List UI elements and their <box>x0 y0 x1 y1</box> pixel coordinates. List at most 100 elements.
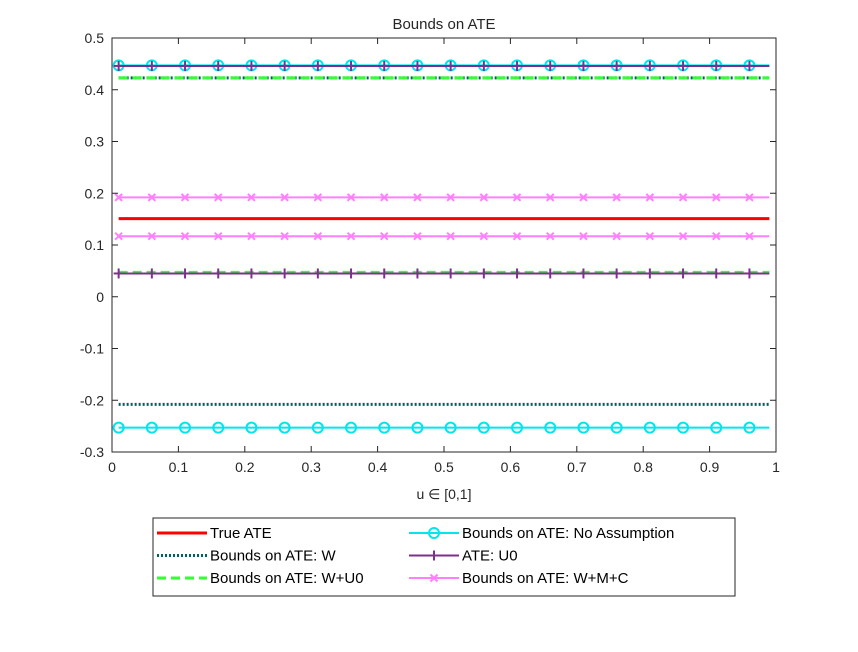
x-tick-label-5: 0.4 <box>368 459 388 475</box>
y-tick-label-8: 0.4 <box>85 82 105 98</box>
series-6-line-1-marker-10 <box>413 231 422 241</box>
series-6-line-1-marker-14-b <box>546 231 555 241</box>
series-6-line-1-marker-5 <box>247 231 256 241</box>
series-6-line-2-marker-3-b <box>180 193 190 202</box>
y-tick-label-1: -0.3 <box>80 444 104 460</box>
series-4-line-1-marker-6 <box>278 421 291 434</box>
series-5-line-2-marker-19 <box>711 60 722 71</box>
y-tick-label-3: -0.1 <box>80 341 104 357</box>
series-4-line-1-marker-4 <box>212 421 225 434</box>
series-6-line-1-marker-14 <box>546 231 555 241</box>
series-6-line-1-marker-12-b <box>479 231 489 241</box>
series-6-line-1-marker-15 <box>579 231 588 241</box>
series-6-line-1-marker-13-b <box>512 231 522 241</box>
legend-item-6: Bounds on ATE: W+M+C <box>409 570 629 587</box>
series-5 <box>113 60 770 279</box>
legend-item-4: Bounds on ATE: No Assumption <box>409 525 674 542</box>
series-4-line-1-marker-1 <box>112 421 125 434</box>
series-6-line-2-marker-2 <box>147 193 157 202</box>
series-6-line-1-marker-17-b <box>645 231 655 241</box>
series-5-line-2-marker-7 <box>312 60 323 71</box>
series-5-line-2-marker-14 <box>545 60 556 71</box>
series-6-line-2-marker-6-b <box>280 193 289 202</box>
series-6-line-1-marker-7-b <box>313 231 323 241</box>
series-6-line-1-marker-2 <box>147 231 157 241</box>
series-5-line-2-marker-10 <box>412 60 423 71</box>
series-6-line-2-marker-4-b <box>214 193 223 202</box>
series-5-line-1-marker-10 <box>412 268 423 279</box>
series-3 <box>118 76 770 274</box>
series-6-line-2-marker-5 <box>247 193 256 202</box>
x-axis-label: u ∈ [0,1] <box>416 486 471 502</box>
legend-label-5: ATE: U0 <box>462 548 518 565</box>
legend-marker-6-b <box>429 573 439 583</box>
x-tick-label-10: 0.9 <box>700 459 720 475</box>
series-6-line-2-marker-9-b <box>380 193 389 202</box>
legend-marker-5 <box>429 550 439 561</box>
series-6-line-2-marker-16 <box>612 193 621 202</box>
series-6-line-2-marker-13 <box>512 193 522 202</box>
series-5-line-1-marker-11 <box>445 268 456 279</box>
series-6-line-1-marker-12 <box>479 231 489 241</box>
chart-title: Bounds on ATE <box>392 16 495 33</box>
series-4-line-1-marker-15 <box>577 421 590 434</box>
series-5-line-1-marker-16 <box>611 268 622 279</box>
series-5-line-1-marker-6 <box>279 268 290 279</box>
series-5-line-1-marker-15 <box>578 268 589 279</box>
series-4-line-1-marker-3 <box>179 421 192 434</box>
x-tick-label-3: 0.2 <box>235 459 255 475</box>
series-5-line-1-marker-8 <box>346 268 357 279</box>
series-5-line-1-marker-5 <box>246 268 257 279</box>
series-5-line-2-marker-5 <box>246 60 257 71</box>
series-5-line-1-marker-19 <box>711 268 722 279</box>
series-6-line-2-marker-10 <box>413 193 422 202</box>
series-5-line-2-marker-4 <box>213 60 224 71</box>
series-6-line-2-marker-13-b <box>512 193 522 202</box>
series-5-line-2-marker-1 <box>113 60 124 71</box>
series-5-line-1-marker-9 <box>379 268 390 279</box>
series-6-line-1-marker-19 <box>712 231 721 241</box>
series-5-line-2-marker-11 <box>445 60 456 71</box>
x-tick-label-7: 0.6 <box>501 459 521 475</box>
series-6 <box>114 193 770 241</box>
series-6-line-1-marker-1 <box>114 231 123 241</box>
series-5-line-1-marker-14 <box>545 268 556 279</box>
series-5-line-2-marker-18 <box>678 60 689 71</box>
series-5-line-1-marker-4 <box>213 268 224 279</box>
series-5-line-2-marker-17 <box>644 60 655 71</box>
plot-area: 0 0.1 0.2 0.3 0.4 0.5 0.6 0.7 0.8 0.9 1 -0.3 -0.2 -0.… <box>80 30 780 475</box>
series-6-line-1-marker-7 <box>313 231 323 241</box>
series-6-line-2-marker-7-b <box>313 193 323 202</box>
series-6-line-2-marker-15-b <box>579 193 588 202</box>
series-6-line-1-marker-17 <box>645 231 655 241</box>
series-6-line-2-marker-11 <box>446 193 455 202</box>
series-6-line-1-marker-10-b <box>413 231 422 241</box>
series-6-line-2-marker-17-b <box>645 193 655 202</box>
series-5-line-2-marker-8 <box>346 60 357 71</box>
series-6-line-2-marker-15 <box>579 193 588 202</box>
legend-label-2: Bounds on ATE: W <box>210 548 336 565</box>
legend-marker-6 <box>429 573 439 583</box>
series-4-line-1-marker-20 <box>743 421 756 434</box>
series-6-line-1-marker-11 <box>446 231 455 241</box>
plot-background <box>112 38 776 452</box>
y-tick-label-9: 0.5 <box>85 30 105 46</box>
series-6-line-1-marker-3-b <box>180 231 190 241</box>
series-6-line-2-marker-11-b <box>446 193 455 202</box>
series-6-line-1-marker-18-b <box>678 231 688 241</box>
series-5-line-1-marker-7 <box>312 268 323 279</box>
x-tick-label-2: 0.1 <box>169 459 189 475</box>
series-6-line-1-marker-4 <box>214 231 223 241</box>
series-5-line-2-marker-3 <box>180 60 191 71</box>
series-5-line-1-marker-1 <box>113 268 124 279</box>
series-6-line-1-marker-15-b <box>579 231 588 241</box>
series-6-line-2-marker-8 <box>346 193 356 202</box>
series-5-line-2-marker-16 <box>611 60 622 71</box>
y-tick-label-4: 0 <box>96 289 104 305</box>
series-6-line-1-marker-6 <box>280 231 289 241</box>
legend-label-3: Bounds on ATE: W+U0 <box>210 570 364 587</box>
y-tick-label-5: 0.1 <box>85 237 105 253</box>
series-6-line-2-marker-12 <box>479 193 489 202</box>
series-6-line-2-marker-7 <box>313 193 323 202</box>
series-4-line-1-marker-8 <box>345 421 358 434</box>
